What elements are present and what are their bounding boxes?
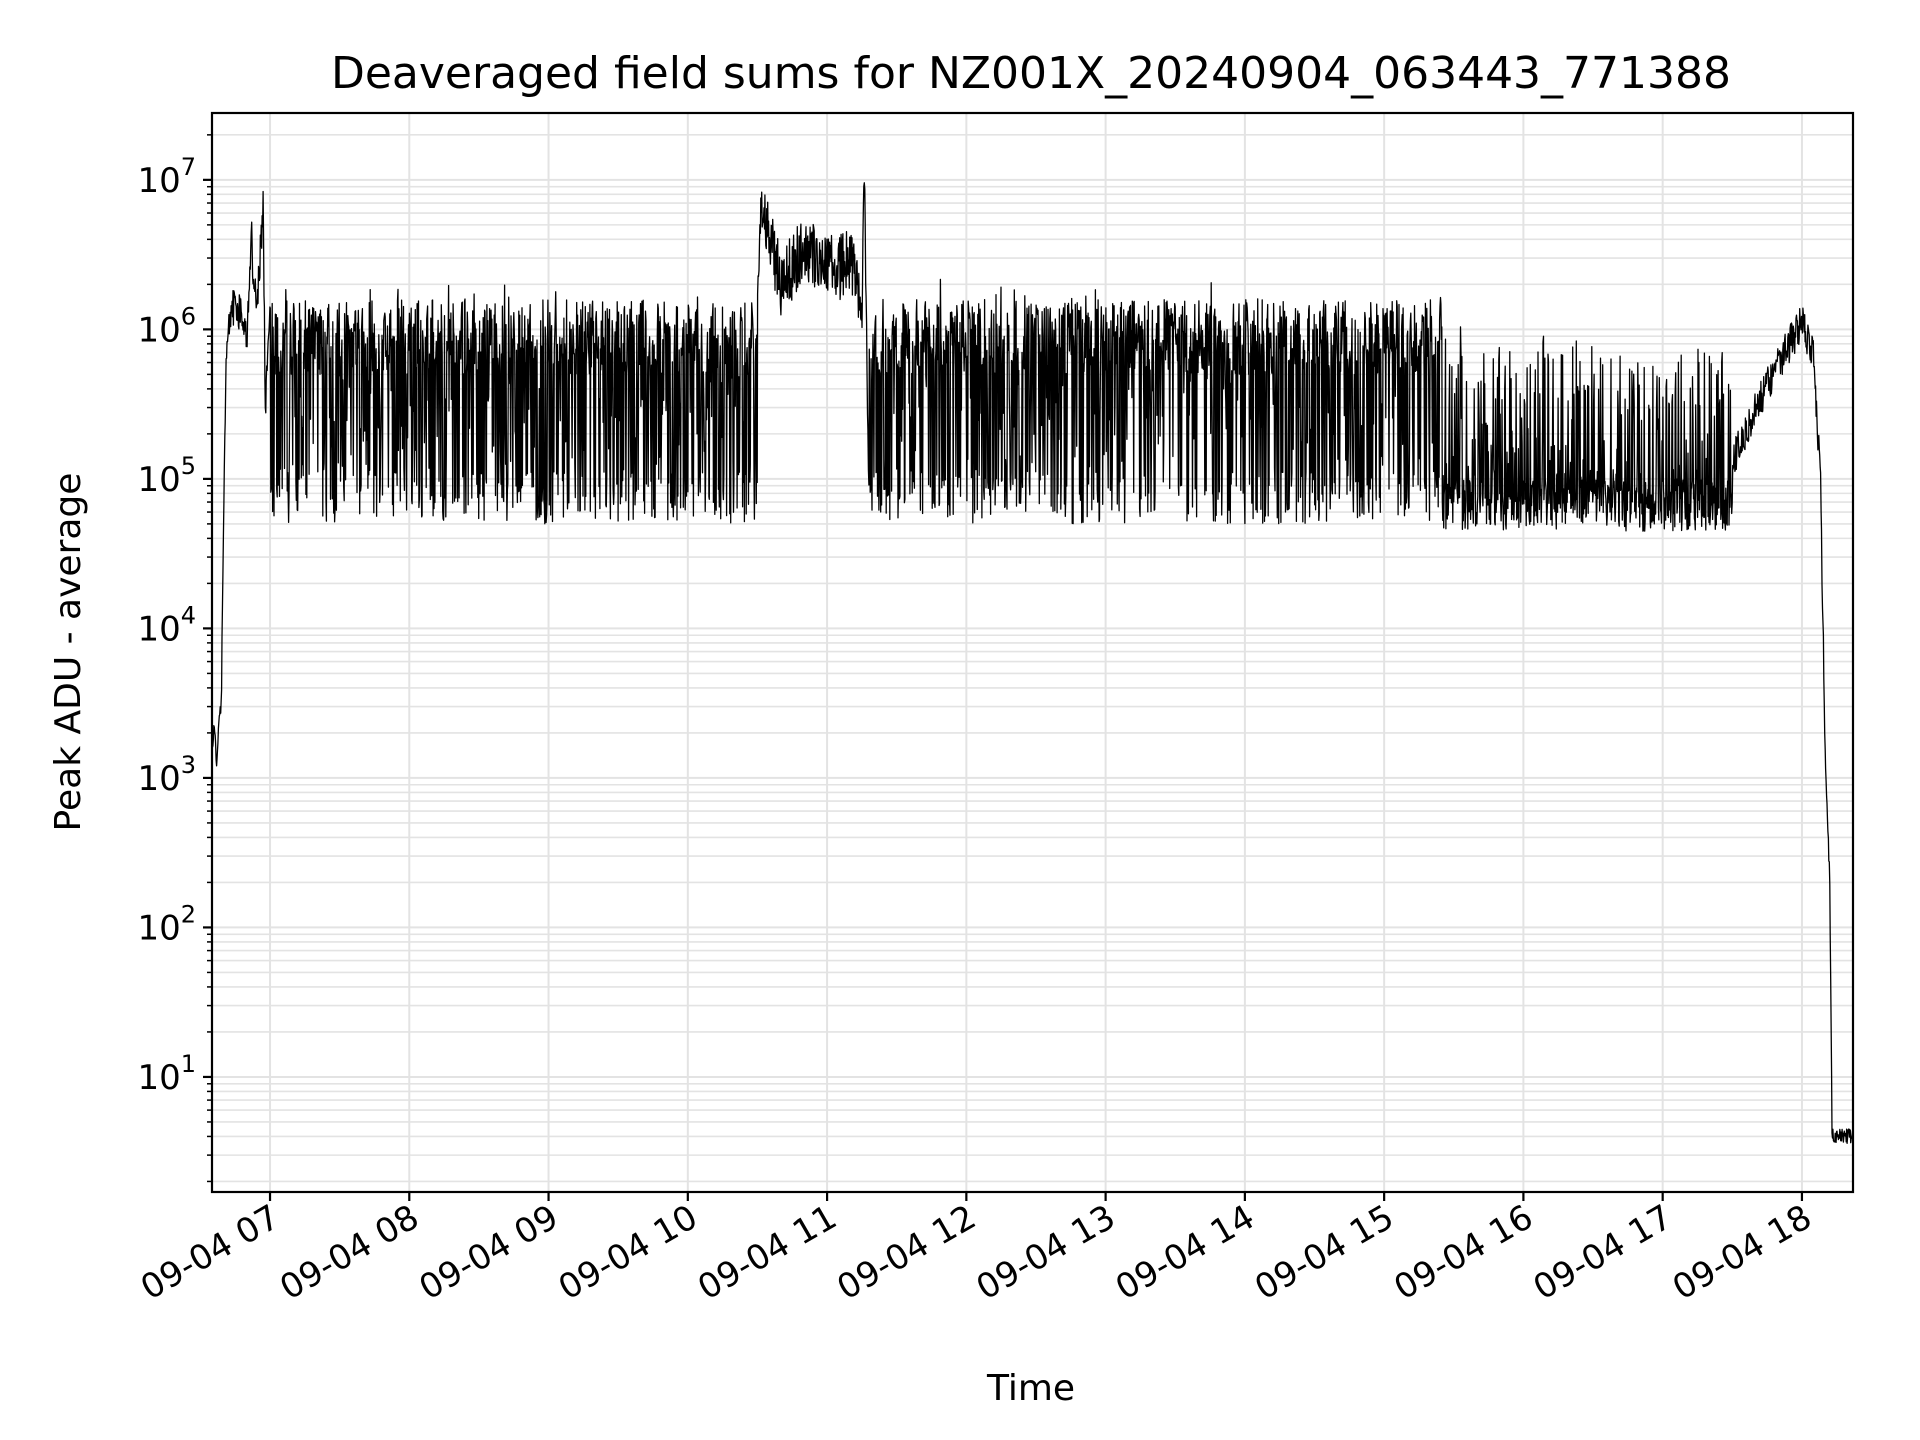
y-tick-base: 10 (137, 310, 180, 350)
y-tick-base: 10 (137, 609, 180, 649)
y-tick-label: 102 (137, 900, 196, 948)
y-tick-exponent: 6 (181, 302, 196, 330)
y-tick-label: 101 (137, 1050, 196, 1098)
y-tick-exponent: 7 (181, 153, 196, 181)
y-tick-label: 105 (137, 452, 196, 500)
y-tick-label: 106 (137, 302, 196, 350)
y-tick-exponent: 3 (181, 751, 196, 779)
plot-frame (210, 111, 1855, 1194)
chart-title: Deaveraged field sums for NZ001X_2024090… (331, 48, 1731, 99)
y-tick-base: 10 (137, 460, 180, 500)
y-tick-base: 10 (137, 161, 180, 201)
y-tick-base: 10 (137, 1058, 180, 1098)
grid-lines (212, 113, 1853, 1192)
y-tick-base: 10 (137, 759, 180, 799)
y-tick-exponent: 2 (181, 900, 196, 928)
y-tick-exponent: 5 (181, 452, 196, 480)
y-tick-base: 10 (137, 908, 180, 948)
y-tick-exponent: 4 (181, 601, 196, 629)
y-tick-label: 103 (137, 751, 196, 799)
y-tick-label: 107 (137, 153, 196, 201)
x-axis-label: Time (986, 1368, 1075, 1409)
y-tick-label: 104 (137, 601, 196, 649)
y-tick-exponent: 1 (181, 1050, 196, 1078)
y-axis-label: Peak ADU - average (48, 473, 89, 832)
